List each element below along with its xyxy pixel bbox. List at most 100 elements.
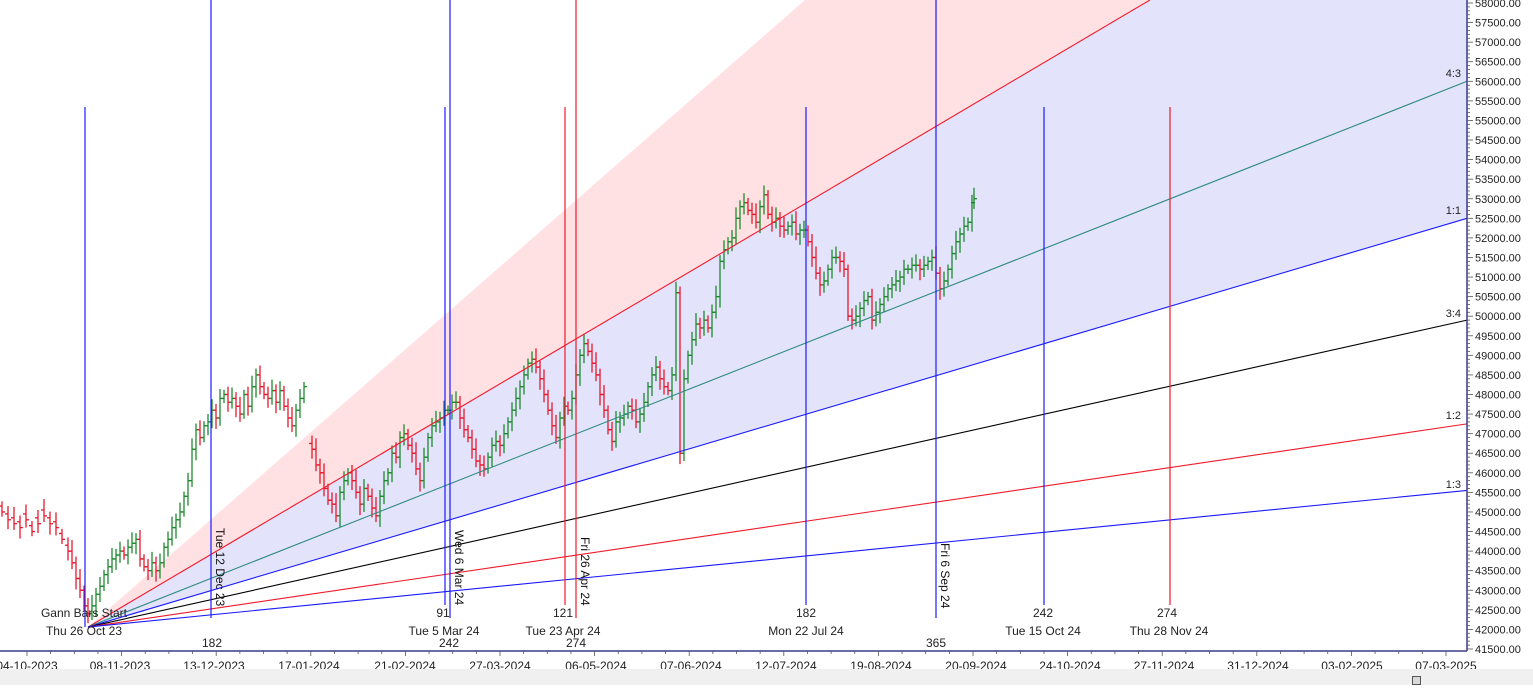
y-tick-label: 44000.00: [1475, 546, 1521, 558]
y-tick-label: 42000.00: [1475, 624, 1521, 636]
ohlc-bar: [77, 569, 83, 599]
ohlc-bar: [297, 389, 303, 418]
ohlc-bar: [121, 546, 127, 560]
rotated-date-labels: Tue 12 Dec 23 Wed 6 Mar 24 Fri 26 Apr 24…: [213, 528, 952, 609]
ohlc-bar: [137, 529, 143, 567]
ohlc-bar: [141, 554, 147, 572]
ohlc-bar: [65, 537, 71, 561]
ohlc-bar: [11, 506, 17, 530]
ohlc-bar: [265, 386, 271, 408]
fan-angle-labels: 4:3 1:1 3:4 1:2 1:3: [1446, 68, 1461, 491]
ohlc-bar: [177, 502, 183, 528]
ohlc-bar: [101, 569, 107, 592]
ohlc-bar: [237, 396, 243, 422]
ohlc-bar: [185, 472, 191, 506]
y-tick-label: 53000.00: [1475, 194, 1521, 206]
ohlc-bar: [273, 384, 279, 414]
ohlc-bar: [289, 407, 295, 433]
ohlc-bar: [117, 541, 123, 563]
y-tick-label: 50000.00: [1475, 311, 1521, 323]
gann-start-label: Gann Bars Start: [41, 606, 128, 620]
ohlc-bar: [133, 533, 139, 555]
ohlc-bar: [257, 365, 263, 395]
y-tick-label: 44500.00: [1475, 527, 1521, 539]
lavender-zone: [88, 0, 1467, 628]
ohlc-bar: [59, 528, 65, 545]
ohlc-bar: [205, 414, 211, 436]
rot-label-26apr: Fri 26 Apr 24: [578, 537, 592, 606]
y-tick-label: 41500.00: [1475, 644, 1521, 656]
marker-date-28nov: Thu 28 Nov 24: [1130, 624, 1209, 638]
ohlc-bar: [233, 392, 239, 418]
ohlc-bar: [301, 381, 307, 404]
ohlc-bar: [245, 386, 251, 416]
angle-label-3-4: 3:4: [1446, 308, 1461, 320]
y-tick-label: 55000.00: [1475, 115, 1521, 127]
marker-days-242: 242: [439, 636, 459, 650]
ohlc-bar: [193, 423, 199, 461]
ohlc-bar: [105, 558, 111, 584]
horizontal-scrollbar[interactable]: [0, 669, 1533, 685]
rot-label-6mar: Wed 6 Mar 24: [452, 530, 466, 605]
y-tick-label: 56500.00: [1475, 57, 1521, 69]
ohlc-bar: [73, 556, 79, 590]
time-marker-lines: [84, 0, 1171, 627]
y-tick-label: 51500.00: [1475, 252, 1521, 264]
ohlc-bar: [249, 375, 255, 413]
gann-fan-fills: [88, 0, 1467, 628]
y-tick-label: 57500.00: [1475, 18, 1521, 30]
y-tick-label: 54000.00: [1475, 155, 1521, 167]
gann-fan-lines: [87, 0, 1468, 628]
ohlc-bar: [53, 512, 59, 536]
marker-days-274: 274: [566, 636, 586, 650]
y-tick-label: 47000.00: [1475, 429, 1521, 441]
ohlc-bar: [197, 420, 203, 446]
y-tick-label: 48500.00: [1475, 370, 1521, 382]
ohlc-bar: [29, 520, 35, 537]
ohlc-bar: [217, 389, 223, 426]
ohlc-bar: [165, 531, 171, 557]
angle-label-4-3: 4:3: [1446, 68, 1461, 80]
time-marker-labels: Gann Bars Start Thu 26 Oct 23 182 91 Tue…: [41, 606, 1209, 650]
y-tick-label: 54500.00: [1475, 135, 1521, 147]
y-tick-label: 52500.00: [1475, 213, 1521, 225]
ohlc-bar: [285, 398, 291, 428]
y-tick-label: 49000.00: [1475, 350, 1521, 362]
ohlc-bar: [173, 513, 179, 539]
y-tick-label: 46000.00: [1475, 468, 1521, 480]
marker-days-91: 91: [436, 606, 450, 620]
ohlc-bar: [113, 548, 119, 570]
y-tick-label: 53500.00: [1475, 174, 1521, 186]
ohlc-bar: [293, 403, 299, 437]
marker-date-23apr: Tue 23 Apr 24: [526, 624, 601, 638]
marker-days-182: 182: [202, 636, 222, 650]
ohlc-bar: [23, 504, 29, 528]
ohlc-bar: [277, 381, 283, 411]
y-tick-label: 52000.00: [1475, 233, 1521, 245]
ohlc-bar: [125, 539, 131, 565]
rot-label-6sep: Fri 6 Sep 24: [938, 543, 952, 609]
y-tick-label: 45000.00: [1475, 507, 1521, 519]
marker-date-22jul: Mon 22 Jul 24: [768, 624, 844, 638]
ohlc-bar: [201, 421, 207, 443]
y-tick-label: 47500.00: [1475, 409, 1521, 421]
scroll-thumb[interactable]: [1412, 676, 1421, 685]
y-tick-label: 45500.00: [1475, 487, 1521, 499]
fan-line-3-4: [87, 319, 1468, 628]
y-tick-label: 56000.00: [1475, 76, 1521, 88]
rot-label-12dec: Tue 12 Dec 23: [213, 528, 227, 607]
ohlc-bar: [169, 516, 175, 546]
marker-days-121: 121: [553, 606, 573, 620]
ohlc-bar: [35, 509, 41, 534]
fan-line-1-1: [87, 217, 1468, 628]
y-tick-label: 58000.00: [1475, 0, 1521, 10]
y-tick-label: 49500.00: [1475, 331, 1521, 343]
ohlc-bar: [269, 379, 275, 405]
ohlc-bar: [109, 547, 115, 574]
y-tick-label: 43000.00: [1475, 585, 1521, 597]
marker-days-242-b: 242: [1033, 606, 1053, 620]
ohlc-bar: [971, 187, 977, 209]
marker-days-365: 365: [926, 636, 946, 650]
angle-label-1-1: 1:1: [1446, 205, 1461, 217]
